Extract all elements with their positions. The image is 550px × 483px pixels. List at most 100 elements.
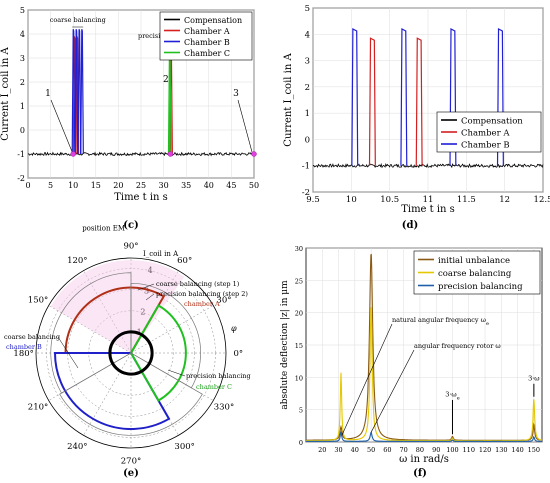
panel-c-series <box>27 29 255 157</box>
panel-d-label: (d) <box>402 220 418 231</box>
series-pulse-chamber-a <box>415 37 423 166</box>
panel-f-xlabel: ω in rad/s <box>399 454 449 465</box>
y-tick-label: 3 <box>20 54 25 63</box>
panel-f: 20 30 40 50 60 70 80 90 100 110 120 130 140 150 0 5 10 15… <box>280 245 543 479</box>
x-tick-label: 25 <box>136 181 146 190</box>
x-tick-label: 150 <box>528 446 540 454</box>
y-tick-label: 0 <box>20 126 25 135</box>
chamber-a-zone <box>50 260 185 353</box>
panel-c-xlabel: Time t in s <box>114 192 168 203</box>
angle-label: 30° <box>216 295 231 305</box>
angle-label: 270° <box>121 456 141 466</box>
annotation-coarse-b: coarse balancing <box>4 333 60 341</box>
annotation-natural-frequency: natural angular frequency ωe <box>392 316 489 327</box>
x-tick-label: 35 <box>181 181 191 190</box>
x-tick-label: 9.5 <box>306 195 320 205</box>
marker-dot <box>167 151 174 157</box>
legend-entry: Chamber A <box>184 27 230 36</box>
annotation-3-omega-e: 3·ωe <box>445 391 460 402</box>
x-tick-label: 15 <box>91 181 101 190</box>
coarse-sector <box>50 272 132 394</box>
legend-entry: Compensation <box>461 117 523 127</box>
annotation-pointer <box>137 283 155 291</box>
angle-label: 330° <box>214 403 234 413</box>
angle-label: 180° <box>13 349 33 359</box>
series-pulse-chamber-b <box>74 29 79 155</box>
legend-entry: Chamber B <box>461 141 510 151</box>
series-compensation-line <box>27 151 255 157</box>
y-tick-label: 25 <box>295 277 303 285</box>
y-tick-label: 15 <box>295 342 303 350</box>
x-tick-label: 10 <box>68 181 78 190</box>
y-tick-label: 1 <box>20 102 25 111</box>
compensation-ring <box>108 330 154 376</box>
legend-entry: Chamber A <box>461 129 510 139</box>
y-tick-label: 1 <box>305 109 310 119</box>
angle-label: 120° <box>67 256 87 266</box>
panel-f-annotations: natural angular frequency ωe angular freq… <box>341 316 540 436</box>
angle-axis-label: φ <box>231 324 237 333</box>
x-tick-label: 45 <box>226 181 236 190</box>
x-tick-label: 60 <box>383 446 391 454</box>
annotation-label-3: 3 <box>233 89 239 99</box>
x-tick-label: 90 <box>432 446 440 454</box>
annotation-chamber-a: chamber A <box>184 300 220 308</box>
x-tick-label: 0 <box>25 181 30 190</box>
radial-tick-label: 4 <box>148 266 153 275</box>
x-tick-label: 10 <box>346 195 357 205</box>
y-tick-label: 10 <box>295 374 303 382</box>
panel-f-legend: initial unbalance coarse balancing precisi… <box>413 250 541 295</box>
x-tick-label: 140 <box>511 446 523 454</box>
panel-c-label: (c) <box>123 220 139 231</box>
x-tick-label: 11 <box>423 195 434 205</box>
panel-c-legend: Compensation Chamber A Chamber B Chamber C <box>159 11 253 61</box>
angle-label: 90° <box>123 242 138 252</box>
angle-label: 0° <box>234 349 244 359</box>
x-tick-label: 10.5 <box>380 195 399 205</box>
y-tick-label: -2 <box>17 174 25 183</box>
annotation-pointer <box>167 369 186 377</box>
x-tick-label: 20 <box>113 181 123 190</box>
legend-entry: Compensation <box>184 16 242 25</box>
panel-e-sectors <box>50 260 203 436</box>
legend-entry: Chamber B <box>184 38 230 47</box>
y-tick-label: 5 <box>305 4 310 14</box>
y-tick-label: 2 <box>20 78 25 87</box>
annotation-arrow <box>370 349 415 433</box>
panel-d-legend: Compensation Chamber A Chamber B <box>436 111 542 153</box>
series-pulse-chamber-a <box>368 37 376 166</box>
polar-outer-ring <box>35 257 227 449</box>
legend-entry: coarse balancing <box>438 269 512 279</box>
marker-dot <box>70 151 76 157</box>
y-tick-label: 30 <box>295 245 303 253</box>
annotation-pointer <box>57 336 79 369</box>
annotation-rotor-frequency: angular frequency rotor ω <box>414 342 501 350</box>
polar-spoke <box>83 352 132 436</box>
y-tick-label: -2 <box>302 188 310 198</box>
x-tick-label: 50 <box>367 446 375 454</box>
sector-chamber-C <box>129 304 187 402</box>
series-pulse-chamber-b <box>71 29 76 155</box>
panel-f-ylabel: absolute deflection |z| in μm <box>280 280 290 410</box>
annotation-coarse-balancing: coarse balancing <box>50 16 106 24</box>
x-tick-label: 12.5 <box>534 195 550 205</box>
radial-tick-label: 3 <box>144 287 149 296</box>
radial-axis-label: I_coil in A <box>143 250 179 258</box>
x-tick-label: 130 <box>495 446 507 454</box>
y-tick-label: 3 <box>305 57 310 67</box>
y-tick-label: 4 <box>305 30 310 40</box>
panel-e-angle-labels: 0° 30° 60° 90° 120° 150° 180° 210° 240° 270° 300° 3… <box>13 224 243 466</box>
panel-f-label: (f) <box>413 468 427 479</box>
y-tick-label: 2 <box>305 83 310 93</box>
x-tick-label: 100 <box>446 446 458 454</box>
annotation-coarse-step1: coarse balancing (step 1) <box>156 280 240 288</box>
annotation-label-1: 1 <box>45 89 51 99</box>
annotation-arrow-3 <box>237 99 253 153</box>
panel-f-ticks: 20 30 40 50 60 70 80 90 100 110 120 130 140 150 0 5 10 15… <box>295 245 540 454</box>
y-tick-label: 5 <box>299 407 303 415</box>
x-tick-label: 5 <box>48 181 53 190</box>
